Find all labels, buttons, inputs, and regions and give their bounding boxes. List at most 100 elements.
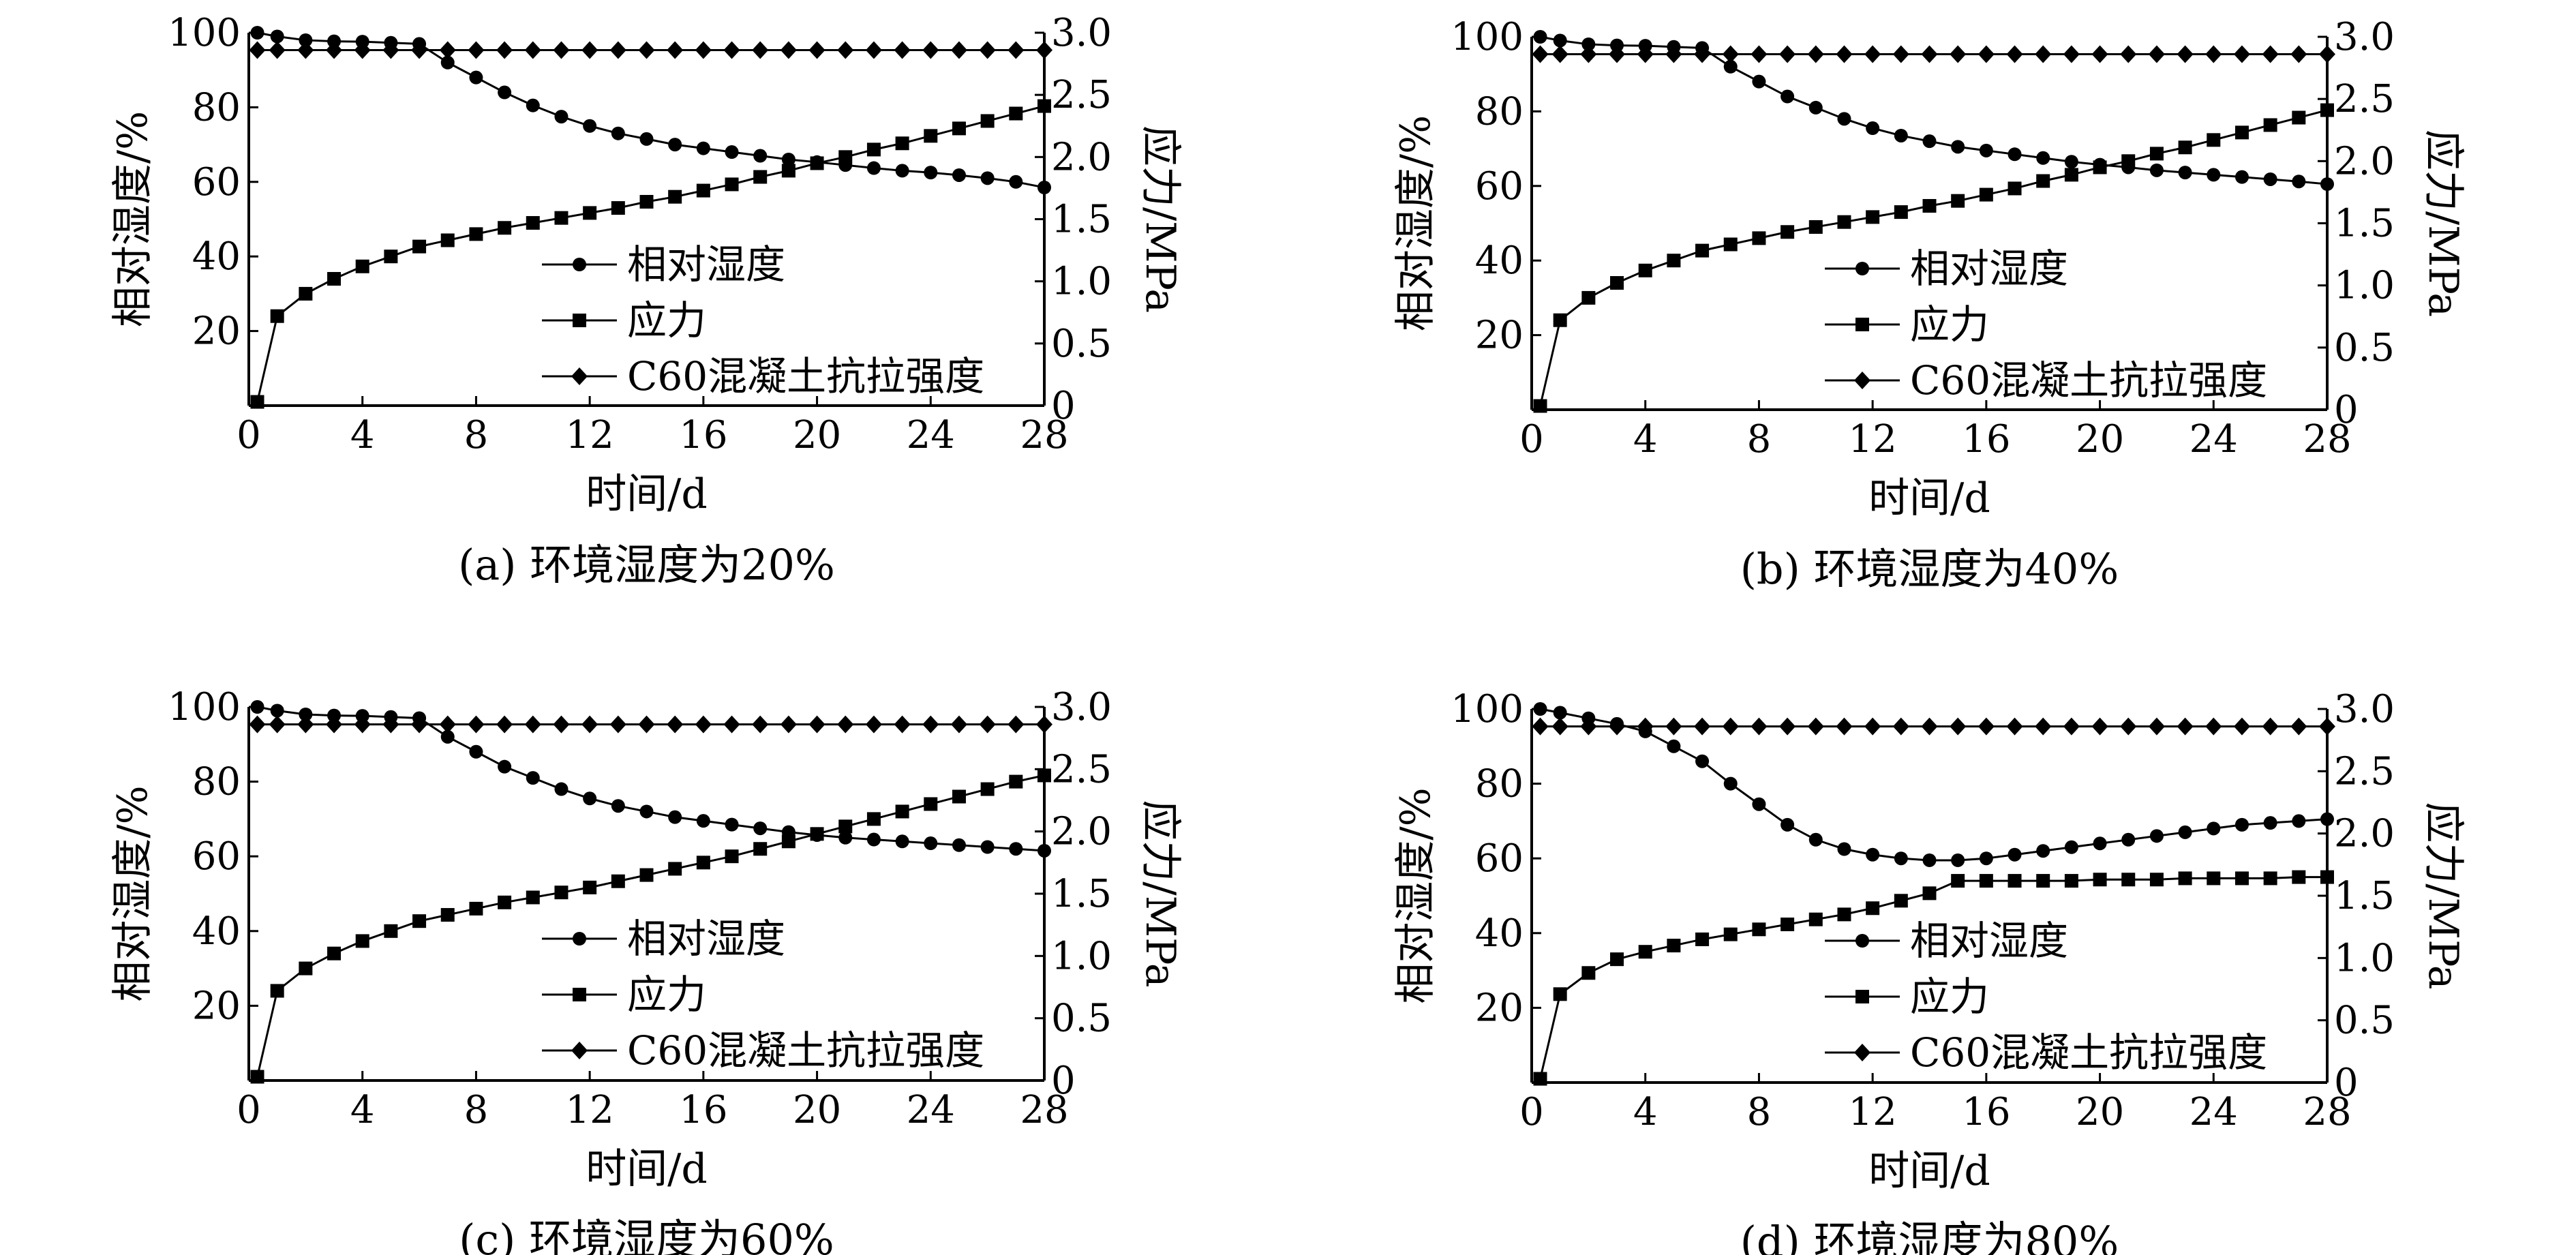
data-point: [2091, 717, 2108, 736]
data-point: [270, 984, 284, 998]
data-point: [609, 41, 626, 59]
data-point: [553, 41, 570, 59]
y-left-tick-label: 20: [192, 984, 241, 1028]
y-right-tick-label: 1.5: [1051, 872, 1112, 916]
x-tick-label: 20: [2076, 1090, 2124, 1134]
data-point: [1007, 715, 1025, 734]
data-point: [2036, 844, 2050, 858]
data-point: [2207, 133, 2221, 147]
data-point: [780, 715, 797, 734]
data-point: [382, 41, 399, 59]
data-point: [723, 715, 740, 734]
data-point: [667, 41, 684, 59]
data-point: [2063, 717, 2080, 736]
y-right-tick-label: 1.5: [2334, 874, 2395, 918]
data-point: [2091, 45, 2108, 63]
data-point: [950, 41, 967, 59]
data-point: [638, 41, 655, 59]
data-point: [1836, 717, 1853, 736]
y-left-axis-title: 相对湿度/%: [109, 111, 157, 327]
data-point: [270, 704, 284, 718]
y-left-tick-label: 20: [1475, 314, 1524, 358]
data-point: [668, 138, 682, 152]
data-point: [2036, 174, 2050, 188]
data-point: [297, 41, 314, 59]
data-point: [725, 849, 739, 864]
data-point: [526, 890, 540, 905]
y-right-tick-label: 0: [2334, 1061, 2359, 1105]
data-point: [1553, 313, 1567, 327]
data-point: [249, 715, 266, 734]
data-point: [2120, 45, 2137, 63]
data-point: [2234, 817, 2249, 832]
data-point: [2007, 847, 2022, 862]
data-point: [554, 110, 569, 124]
data-point: [2262, 717, 2279, 736]
data-point: [2149, 163, 2164, 177]
legend-label: C60混凝土抗拉强度: [627, 353, 984, 399]
data-point: [696, 856, 710, 870]
data-point: [668, 862, 682, 876]
data-point: [469, 70, 483, 85]
data-point: [2263, 172, 2277, 186]
series-line: [257, 31, 1045, 189]
data-point: [1864, 45, 1881, 63]
legend-marker: [573, 988, 586, 1001]
data-point: [1581, 290, 1596, 305]
data-point: [668, 810, 682, 824]
data-point: [2292, 110, 2306, 125]
data-point: [496, 715, 513, 734]
data-point: [524, 715, 541, 734]
data-point: [1533, 399, 1547, 413]
data-point: [1837, 215, 1851, 229]
data-point: [498, 759, 512, 774]
data-point: [583, 880, 597, 894]
data-point: [895, 136, 909, 151]
data-point: [249, 41, 266, 59]
data-point: [1837, 907, 1851, 922]
y-right-tick-label: 0: [1051, 1059, 1076, 1103]
y-right-tick-label: 3.0: [1051, 11, 1112, 55]
legend-marker: [1855, 262, 1869, 275]
data-point: [411, 715, 428, 734]
data-point: [1580, 717, 1597, 736]
data-point: [581, 41, 598, 59]
data-point: [639, 868, 654, 882]
data-point: [1665, 45, 1682, 63]
legend-label: 相对湿度: [1910, 245, 2068, 292]
data-point: [2178, 825, 2192, 839]
x-tick-label: 4: [1633, 417, 1658, 462]
data-point: [638, 715, 655, 734]
y-left-tick-label: 80: [1475, 762, 1524, 806]
data-point: [696, 183, 710, 198]
data-point: [554, 886, 569, 900]
data-point: [553, 715, 570, 734]
data-point: [2007, 181, 2022, 196]
data-point: [1694, 45, 1711, 63]
data-point: [2234, 125, 2249, 140]
legend-label: 应力: [1910, 301, 1989, 348]
data-point: [299, 707, 313, 721]
data-point: [1722, 45, 1739, 63]
data-point: [2290, 45, 2307, 63]
data-point: [866, 812, 881, 826]
x-tick-label: 24: [2189, 417, 2238, 462]
data-point: [1808, 100, 1823, 115]
data-point: [781, 834, 795, 849]
data-point: [384, 924, 398, 938]
legend-marker: [1854, 1044, 1870, 1061]
y-right-tick-label: 0.5: [1051, 997, 1112, 1041]
data-point: [2036, 874, 2050, 888]
data-point: [554, 782, 569, 796]
y-left-tick-label: 100: [1451, 15, 1524, 59]
data-point: [838, 819, 853, 834]
data-point: [1866, 847, 1880, 862]
x-tick-label: 4: [350, 413, 375, 457]
data-point: [837, 41, 854, 59]
data-point: [1921, 717, 1938, 736]
data-point: [894, 41, 911, 59]
data-point: [326, 715, 343, 734]
x-tick-label: 24: [907, 1088, 955, 1132]
data-point: [1866, 121, 1880, 136]
data-point: [2093, 160, 2107, 175]
